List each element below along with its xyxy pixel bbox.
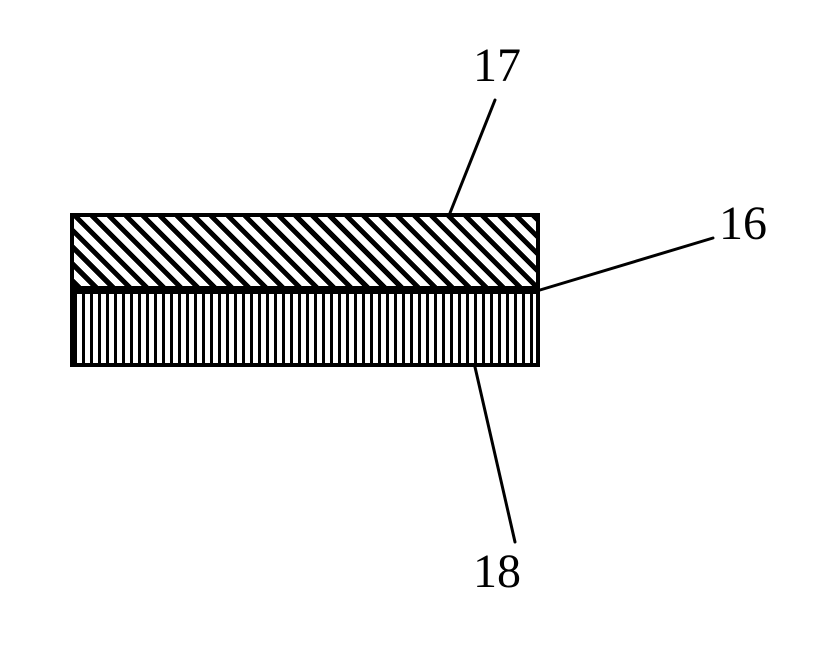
callout-label-17: 17 <box>473 42 521 90</box>
callout-label-18: 18 <box>473 548 521 596</box>
callout-lines <box>0 0 825 647</box>
callout-label-16: 16 <box>719 200 767 248</box>
diagram-canvas: 17 16 18 <box>0 0 825 647</box>
